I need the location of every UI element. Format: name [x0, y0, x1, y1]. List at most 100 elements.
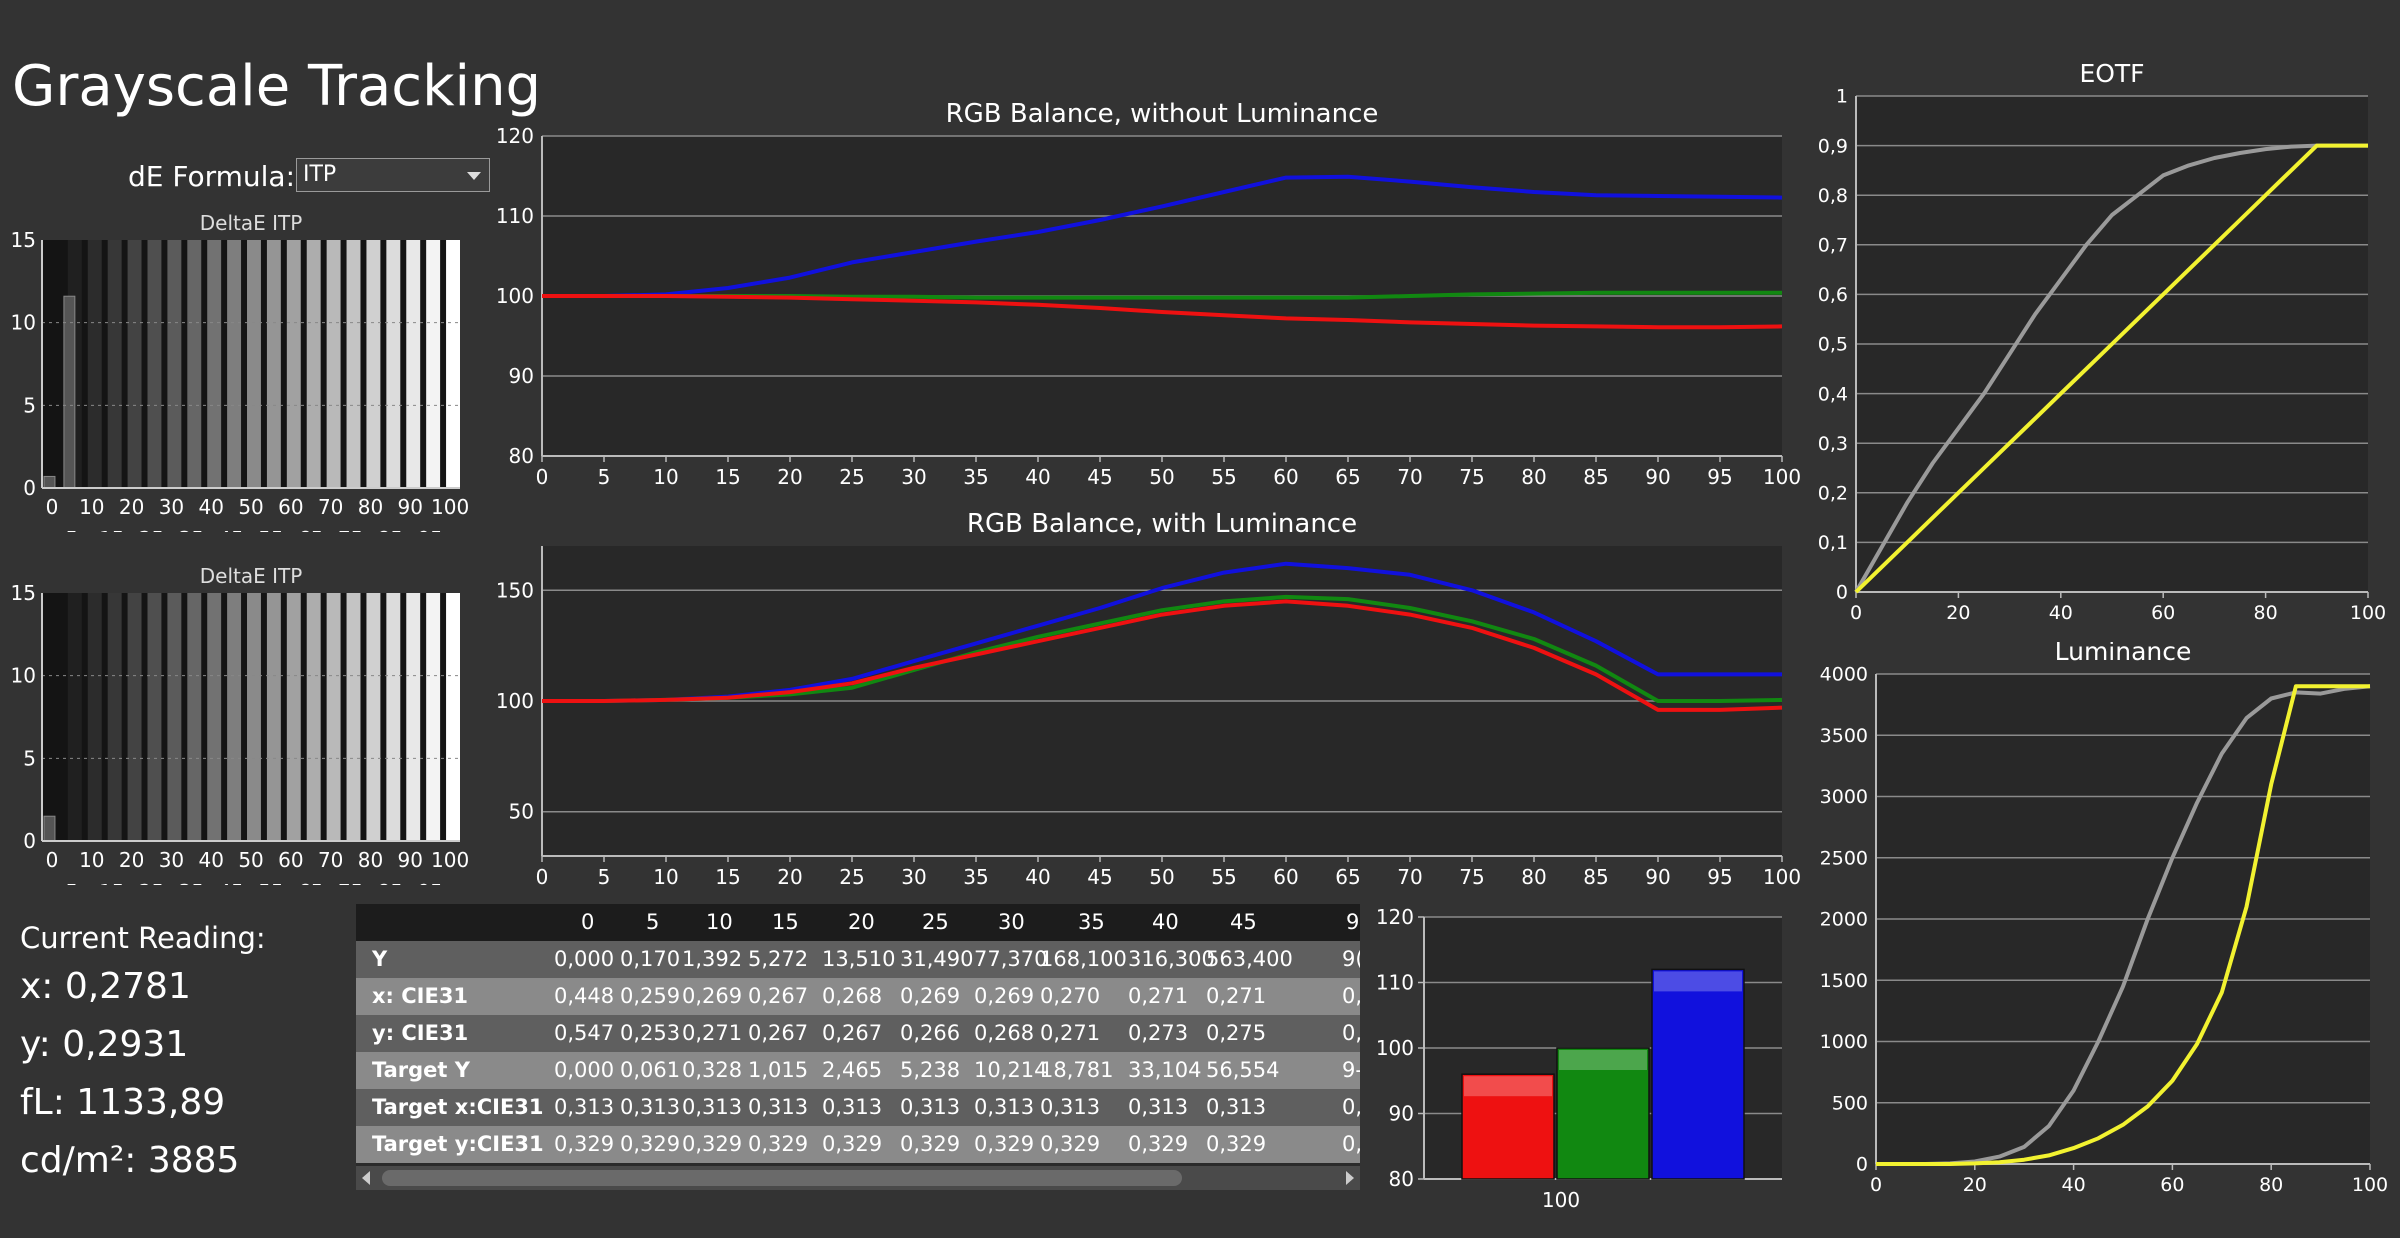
table-cell: 0,328: [682, 1058, 743, 1082]
x-tick-label: 0: [1850, 602, 1862, 624]
table-row: Target x:CIE31 0,313 0,313 0,313 0,313 0,313 0…: [356, 1089, 1360, 1126]
table-cell: 0,267: [748, 984, 809, 1008]
y-tick-label: 0: [23, 829, 36, 853]
gray-patch: [227, 240, 242, 488]
x-tick-label: 75: [1459, 465, 1484, 489]
y-tick-label: 100: [496, 284, 534, 308]
x-tick-label: 90: [398, 495, 423, 519]
y-tick-label: 3000: [1820, 786, 1868, 808]
x-tick-label: 70: [1397, 865, 1422, 889]
column-header: 30: [998, 910, 1025, 934]
rgb-balance-luminance-chart: RGB Balance, with Luminance 50 100 150 0 5 10 1…: [496, 509, 1801, 889]
rgb-balance-chart: RGB Balance, without Luminance8090100110…: [496, 99, 1801, 489]
gray-patch: [207, 593, 222, 841]
y-tick-label: 120: [1376, 905, 1414, 929]
table-cell: 5,272: [748, 947, 809, 971]
luminance-chart: Luminance0500100015002000250030003500400…: [1820, 642, 2388, 1196]
table-cell: 0,: [1342, 1021, 1360, 1045]
x-tick-label: 65: [298, 527, 323, 532]
x-tick-label: 50: [1149, 465, 1174, 489]
x-tick-label: 45: [1087, 865, 1112, 889]
gray-patch: [426, 240, 441, 488]
table-cell: 0,313: [1206, 1095, 1267, 1119]
series-line: [542, 294, 1783, 330]
y-tick-label: 90: [1389, 1102, 1414, 1126]
table-cell: 0,000: [554, 947, 615, 971]
table-row: y: CIE31 0,547 0,253 0,271 0,267 0,267 0,266 0,…: [356, 1015, 1360, 1052]
table-horizontal-scrollbar[interactable]: [356, 1166, 1360, 1190]
chart-title: RGB Balance, without Luminance: [946, 99, 1379, 129]
scrollbar-thumb[interactable]: [382, 1170, 1182, 1186]
table-cell: 33,104: [1128, 1058, 1202, 1082]
chevron-down-icon: [467, 172, 481, 180]
table-cell: 0,268: [974, 1021, 1035, 1045]
gray-patch: [47, 593, 62, 841]
table-cell: 563,400: [1206, 947, 1293, 971]
x-tick-label: 35: [963, 865, 988, 889]
table-cell: 0,271: [1206, 984, 1267, 1008]
rgb-bar: [1461, 1073, 1555, 1180]
x-tick-label: 70: [1397, 465, 1422, 489]
table-cell: 0,253: [620, 1021, 681, 1045]
x-tick-label: 80: [1521, 465, 1546, 489]
table-cell: 0,: [1342, 1095, 1360, 1119]
x-tick-label: 75: [338, 527, 363, 532]
table-cell: 0,269: [682, 984, 743, 1008]
table-cell: 5,238: [900, 1058, 961, 1082]
y-tick-label: 3500: [1820, 725, 1868, 747]
table-cell: 0,275: [1206, 1021, 1267, 1045]
x-tick-label: 80: [358, 848, 383, 872]
x-tick-label: 20: [777, 465, 802, 489]
x-tick-label: 60: [1273, 465, 1298, 489]
column-header: 40: [1152, 910, 1179, 934]
gray-patch: [326, 593, 341, 841]
y-tick-label: 0,4: [1818, 383, 1848, 405]
table-row: x: CIE31 0,448 0,259 0,269 0,267 0,268 0,269 0,…: [356, 978, 1360, 1015]
x-tick-label: 15: [99, 880, 124, 885]
x-tick-label: 60: [278, 495, 303, 519]
y-tick-label: 0,7: [1818, 234, 1848, 256]
table-row: Y 0,000 0,170 1,392 5,272 13,510 31,490 77,370 1…: [356, 941, 1360, 978]
gray-patch: [386, 593, 401, 841]
x-tick-label: 75: [338, 880, 363, 885]
table-cell: 0,313: [1040, 1095, 1101, 1119]
gray-patch: [446, 240, 460, 488]
table-cell: 0,271: [1040, 1021, 1101, 1045]
x-tick-label: 35: [179, 880, 204, 885]
table-cell: 0,259: [620, 984, 681, 1008]
de-formula-select[interactable]: ITP: [296, 158, 490, 192]
table-cell: 77,370: [974, 947, 1048, 971]
x-tick-label: 40: [2062, 1174, 2086, 1196]
bar-highlight: [1654, 971, 1742, 992]
scroll-left-icon[interactable]: [362, 1171, 370, 1185]
gray-patch: [147, 240, 162, 488]
x-tick-label: 100: [431, 848, 469, 872]
table-cell: 0,266: [900, 1021, 961, 1045]
gray-patch: [326, 240, 341, 488]
x-tick-label: 80: [358, 495, 383, 519]
x-tick-label: 25: [839, 465, 864, 489]
gray-patch: [446, 593, 460, 841]
y-tick-label: 10: [11, 311, 36, 335]
table-cell: 0,313: [748, 1095, 809, 1119]
x-tick-label: 30: [901, 465, 926, 489]
x-tick-label: 45: [218, 880, 243, 885]
table-cell: 10,214: [974, 1058, 1048, 1082]
gray-patch: [127, 593, 142, 841]
row-label: y: CIE31: [372, 1021, 469, 1045]
y-tick-label: 120: [496, 124, 534, 148]
x-tick-label: 45: [1087, 465, 1112, 489]
y-tick-label: 15: [11, 228, 36, 252]
gray-patch: [167, 593, 182, 841]
x-tick-label: 40: [1025, 865, 1050, 889]
chart-title: DeltaE ITP: [200, 565, 303, 588]
table-cell: 0,329: [554, 1132, 615, 1156]
gray-patch: [366, 240, 381, 488]
x-tick-label: 20: [119, 848, 144, 872]
x-tick-label: 20: [1946, 602, 1970, 624]
table-cell: 0,: [1342, 984, 1360, 1008]
reading-x: x: 0,2781: [20, 966, 191, 1007]
scroll-right-icon[interactable]: [1346, 1171, 1354, 1185]
chart-title: RGB Balance, with Luminance: [967, 509, 1357, 539]
table-cell: 0,271: [682, 1021, 743, 1045]
